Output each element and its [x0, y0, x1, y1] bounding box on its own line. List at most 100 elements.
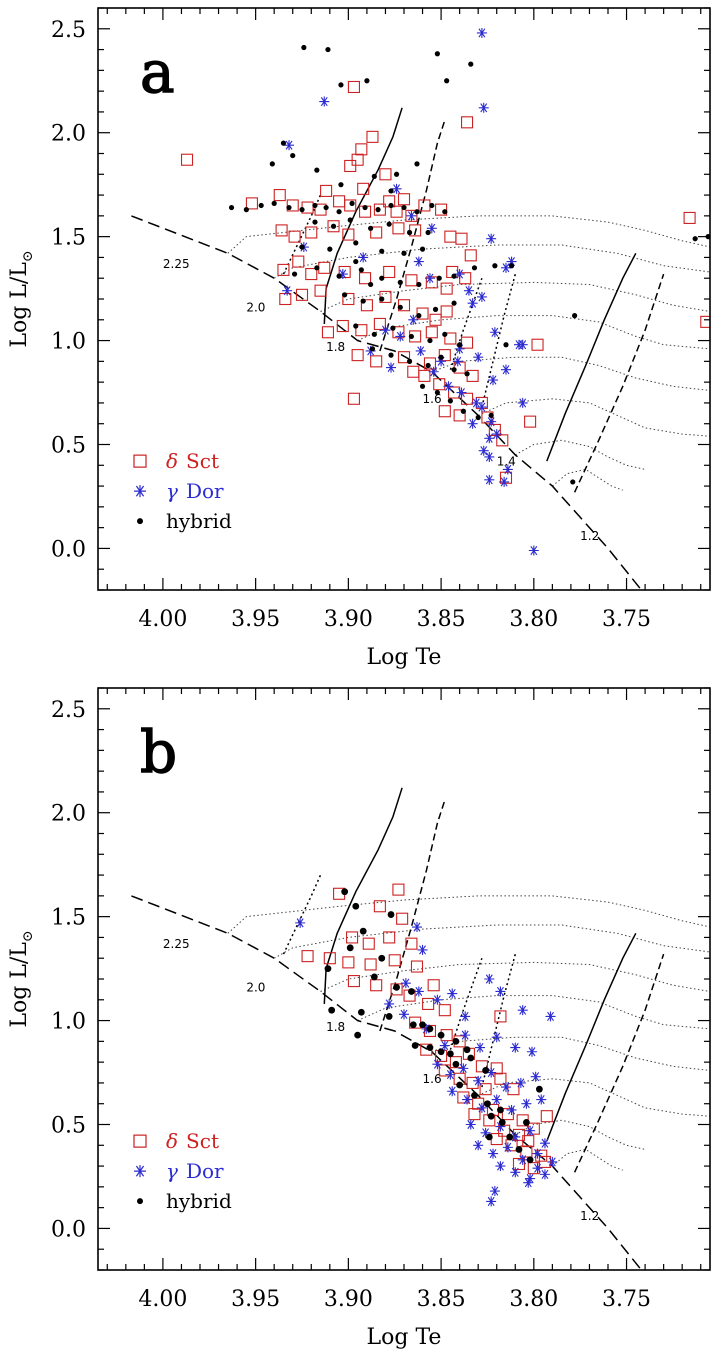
hybrid-point	[416, 313, 422, 319]
hybrid-point	[362, 204, 368, 211]
gdor-point	[391, 183, 402, 194]
legend-name: Dor	[186, 1159, 224, 1183]
hybrid-point	[299, 244, 305, 250]
hybrid-point	[436, 275, 442, 281]
hybrid-point	[442, 331, 448, 337]
y-tick-label: 0.5	[51, 1114, 86, 1139]
dsct-blue-edge	[323, 787, 403, 1004]
hybrid-point	[349, 200, 355, 206]
hybrid-point	[358, 267, 364, 273]
dsct-point	[512, 1157, 526, 1171]
gdor-point	[395, 331, 406, 342]
hybrid-point	[515, 1146, 523, 1153]
hybrid-point	[464, 371, 470, 377]
gdor-point	[521, 1098, 532, 1109]
hybrid-point	[364, 78, 370, 84]
mass-label: 2.25	[163, 257, 190, 271]
dsct-point	[347, 80, 360, 94]
dsct-point	[373, 900, 386, 913]
gdor-point	[491, 1094, 502, 1105]
gdor-point	[484, 474, 495, 485]
hybrid-point	[471, 265, 478, 271]
gdor-point	[486, 1196, 497, 1207]
dsct-point	[347, 392, 360, 405]
hybrid-point	[341, 888, 349, 896]
hybrid-point	[498, 1119, 506, 1126]
gdor-point	[460, 1011, 471, 1022]
hybrid-point	[353, 240, 359, 246]
hybrid-point	[570, 479, 576, 485]
gdor-point	[489, 1186, 500, 1197]
gdor-point	[480, 1127, 491, 1138]
hybrid-point	[535, 1085, 543, 1093]
x-tick-label: 3.90	[324, 607, 373, 632]
dsct-point	[273, 189, 286, 202]
dsct-point	[490, 1133, 503, 1146]
dsct-point	[425, 276, 438, 289]
gdor-point	[528, 545, 539, 556]
legend-name: Dor	[186, 479, 224, 503]
hybrid-point	[409, 1021, 417, 1029]
gdor-point	[282, 285, 293, 296]
hybrid-point	[323, 204, 329, 211]
hybrid-point	[379, 275, 385, 281]
hybrid-point	[447, 398, 453, 404]
dsct-point	[392, 883, 405, 896]
gdor-point	[456, 387, 467, 398]
hybrid-point	[368, 225, 374, 231]
legend-dot-icon	[137, 1198, 143, 1205]
gdor-point	[295, 917, 306, 928]
gdor-point	[488, 375, 499, 386]
gdor-point	[539, 1169, 550, 1180]
hybrid-point	[446, 1050, 454, 1058]
gdor-point	[515, 1077, 526, 1088]
dsct-point	[351, 349, 364, 362]
gdor-point	[484, 451, 495, 462]
mass-label: 1.6	[423, 392, 442, 406]
dsct-point	[468, 1108, 481, 1121]
dsct-point	[418, 369, 431, 382]
evolution-track-6	[515, 1119, 646, 1150]
dsct-point	[314, 284, 327, 297]
dsct-point	[383, 265, 396, 279]
dsct-point	[336, 319, 349, 333]
gdor-red-edge-2	[481, 273, 517, 408]
y-tick-label: 2.0	[51, 802, 86, 827]
dsct-point	[388, 954, 401, 967]
gdor-point	[491, 429, 502, 440]
hybrid-point	[425, 229, 431, 236]
dsct-point	[425, 326, 438, 339]
evolution-track-4	[431, 356, 710, 391]
dsct-point	[344, 159, 357, 173]
hybrid-point	[442, 209, 448, 215]
cepheid-blue-edge	[546, 252, 637, 462]
gdor-point	[462, 1094, 473, 1105]
gdor-point	[365, 345, 376, 356]
x-tick-label: 3.75	[602, 607, 651, 632]
dsct-point	[347, 975, 360, 988]
legend-name: Sct	[186, 1129, 219, 1153]
hybrid-point	[352, 902, 360, 910]
dsct-point	[472, 1097, 485, 1110]
hybrid-point	[419, 383, 426, 389]
gdor-point	[491, 1032, 502, 1043]
dsct-point	[522, 1135, 535, 1148]
hybrid-point	[371, 331, 377, 337]
panel-b: 2.25 2.0 1.8 1.6 1.2 4.00 3.95 3.90 3.85 3.80 3.75…	[7, 687, 711, 1350]
hybrid-point	[401, 250, 407, 256]
y-tick-label: 1.5	[51, 906, 86, 931]
dsct-point	[418, 199, 431, 212]
mass-label: 1.2	[580, 1209, 599, 1223]
dsct-point	[373, 203, 386, 216]
dsct-point	[245, 197, 258, 210]
legend-square-icon	[133, 454, 147, 468]
dsct-point	[342, 292, 355, 306]
dsct-point	[301, 950, 314, 963]
gdor-point	[486, 1067, 497, 1078]
cepheid-red-edge	[573, 273, 665, 493]
gdor-point	[484, 433, 495, 444]
y-tick-label: 0.0	[51, 537, 86, 562]
gdor-point	[399, 1009, 409, 1020]
gdor-red-edge	[449, 277, 483, 370]
gdor-point	[447, 1086, 458, 1097]
